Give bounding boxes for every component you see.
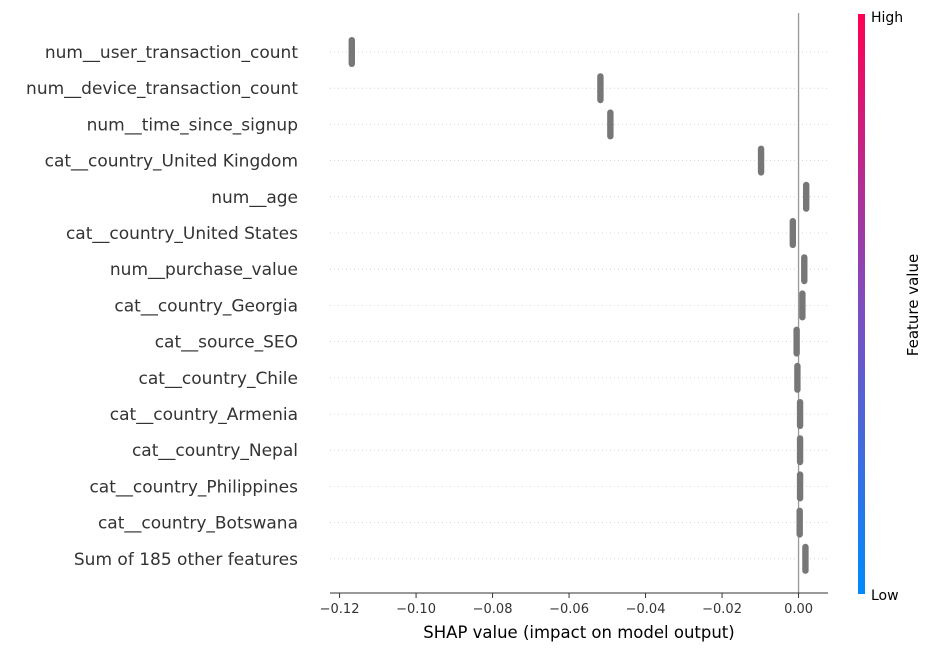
x-ticks: −0.12 −0.10 −0.08 −0.06 −0.04 −0.02 0.00	[320, 593, 813, 617]
x-tick-label: 0.00	[784, 602, 813, 617]
feature-label: num__age	[211, 188, 298, 208]
colorbar-high-label: High	[871, 10, 903, 26]
x-tick-label: −0.02	[702, 602, 742, 617]
shap-point	[802, 543, 809, 574]
shap-point	[796, 471, 804, 502]
feature-label: Sum of 185 other features	[74, 550, 298, 570]
feature-label: cat__country_Botswana	[98, 514, 298, 534]
x-tick-label: −0.10	[396, 602, 436, 617]
shap-point	[801, 254, 808, 285]
shap-point	[607, 109, 614, 140]
colorbar-gradient	[858, 14, 865, 594]
feature-label: cat__country_Armenia	[110, 405, 298, 425]
shap-point	[597, 73, 604, 104]
colorbar-title: Feature value	[904, 254, 922, 356]
x-tick-label: −0.06	[549, 602, 589, 617]
x-tick-label: −0.08	[473, 602, 513, 617]
x-axis: −0.12 −0.10 −0.08 −0.06 −0.04 −0.02 0.00	[320, 592, 828, 617]
x-tick-label: −0.04	[626, 602, 666, 617]
feature-label: cat__country_United Kingdom	[45, 152, 298, 172]
shap-point	[757, 145, 765, 176]
shap-point	[796, 399, 804, 429]
shap-point	[796, 435, 804, 466]
feature-label: num__user_transaction_count	[45, 43, 299, 63]
shap-point	[799, 290, 806, 321]
feature-label: num__device_transaction_count	[26, 79, 298, 99]
colorbar: High Low Feature value	[858, 10, 922, 604]
feature-label: cat__country_Georgia	[114, 296, 298, 316]
feature-label: cat__country_Philippines	[89, 477, 298, 497]
feature-label: cat__country_Nepal	[132, 441, 298, 461]
feature-labels: num__user_transaction_count num__device_t…	[26, 43, 298, 570]
feature-label: num__time_since_signup	[87, 115, 298, 135]
feature-label: cat__country_United States	[66, 224, 298, 244]
shap-point	[794, 362, 801, 393]
feature-label: cat__source_SEO	[155, 333, 298, 353]
feature-label: num__purchase_value	[110, 260, 298, 280]
shap-points	[348, 37, 810, 574]
colorbar-low-label: Low	[871, 588, 899, 604]
row-guide-lines	[330, 51, 828, 560]
shap-point	[793, 326, 800, 357]
x-tick-label: −0.12	[320, 602, 360, 617]
shap-point	[802, 181, 810, 212]
shap-point	[796, 507, 803, 538]
x-axis-title: SHAP value (impact on model output)	[423, 623, 734, 642]
shap-point	[789, 218, 797, 248]
feature-label: cat__country_Chile	[139, 369, 299, 389]
shap-point	[348, 37, 356, 67]
